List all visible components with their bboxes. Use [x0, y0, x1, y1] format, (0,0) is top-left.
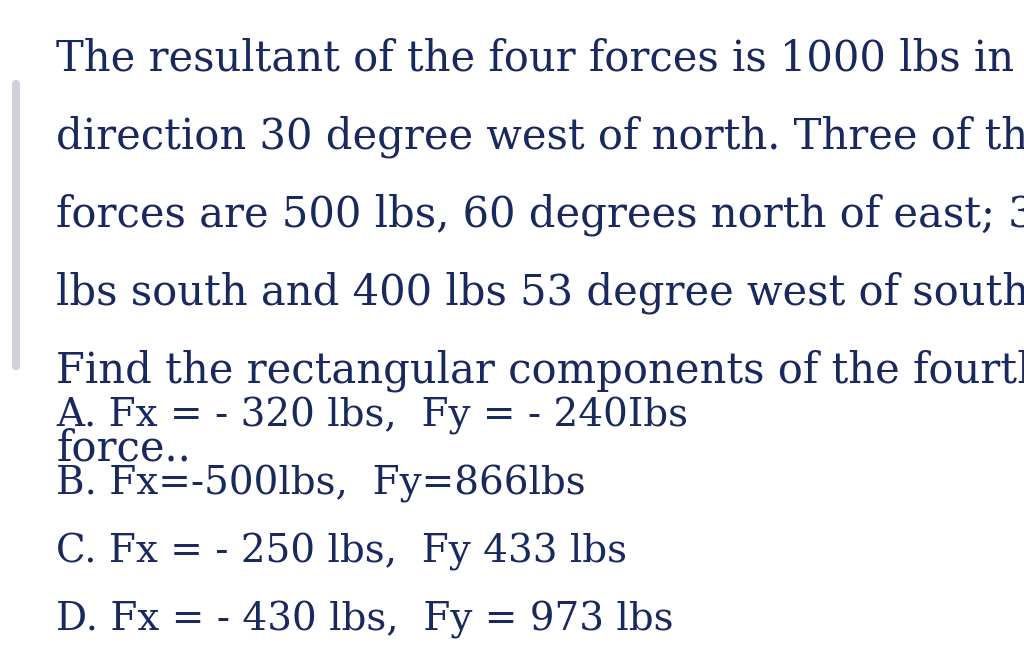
Text: forces are 500 lbs, 60 degrees north of east; 300: forces are 500 lbs, 60 degrees north of …: [56, 194, 1024, 237]
Text: D. Fx = - 430 lbs,  Fy = 973 lbs: D. Fx = - 430 lbs, Fy = 973 lbs: [56, 600, 674, 639]
Text: C. Fx = - 250 lbs,  Fy 433 lbs: C. Fx = - 250 lbs, Fy 433 lbs: [56, 533, 628, 571]
Text: B. Fx=-500lbs,  Fy=866lbs: B. Fx=-500lbs, Fy=866lbs: [56, 464, 586, 503]
Text: lbs south and 400 lbs 53 degree west of south.: lbs south and 400 lbs 53 degree west of …: [56, 272, 1024, 314]
FancyBboxPatch shape: [12, 80, 20, 370]
Text: The resultant of the four forces is 1000 lbs in the: The resultant of the four forces is 1000…: [56, 38, 1024, 79]
Text: Find the rectangular components of the fourth: Find the rectangular components of the f…: [56, 350, 1024, 392]
Text: A. Fx = - 320 lbs,  Fy = - 240Ibs: A. Fx = - 320 lbs, Fy = - 240Ibs: [56, 397, 688, 435]
Text: force..: force..: [56, 428, 191, 470]
Text: direction 30 degree west of north. Three of the: direction 30 degree west of north. Three…: [56, 116, 1024, 158]
